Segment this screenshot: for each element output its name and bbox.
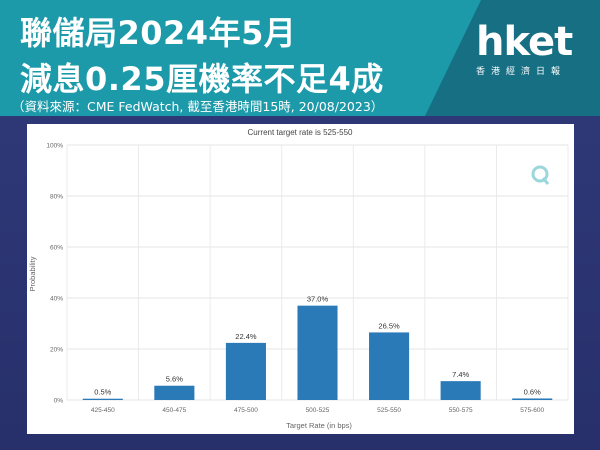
hket-logo[interactable]: hket 香港經濟日報 bbox=[476, 22, 586, 84]
x-tick-label: 450-475 bbox=[162, 407, 186, 414]
y-tick-label: 100% bbox=[46, 143, 63, 150]
bar-value-label: 0.6% bbox=[524, 387, 541, 396]
probability-bar-chart: Current target rate is 525-550 Probabili… bbox=[28, 128, 569, 430]
y-axis-label: Probability bbox=[28, 256, 37, 291]
chart-title: Current target rate is 525-550 bbox=[248, 128, 353, 137]
probability-bar bbox=[297, 305, 338, 400]
bar-value-label: 37.0% bbox=[307, 295, 329, 304]
headline-line-2: 減息0.25厘機率不足4成 bbox=[20, 60, 384, 98]
probability-bar bbox=[82, 398, 123, 400]
x-tick-label: 475-500 bbox=[234, 407, 258, 414]
logo-subtitle: 香港經濟日報 bbox=[476, 67, 567, 77]
bar-value-label: 7.4% bbox=[452, 370, 469, 379]
probability-bar bbox=[512, 398, 553, 400]
bar-value-label: 5.6% bbox=[166, 375, 183, 384]
x-tick-label: 525-550 bbox=[377, 407, 401, 414]
probability-bar bbox=[369, 332, 410, 400]
x-tick-label: 500-525 bbox=[306, 407, 330, 414]
probability-bar bbox=[225, 342, 266, 400]
bar-value-label: 26.5% bbox=[378, 321, 400, 330]
y-tick-label: 80% bbox=[50, 194, 63, 201]
y-tick-label: 60% bbox=[50, 245, 63, 252]
bar-value-label: 22.4% bbox=[235, 332, 257, 341]
chart-card: Current target rate is 525-550 Probabili… bbox=[27, 124, 574, 434]
logo-wordmark: hket bbox=[476, 19, 573, 65]
headline-line-1: 聯儲局2024年5月 bbox=[20, 14, 297, 52]
y-tick-label: 20% bbox=[50, 347, 63, 354]
y-tick-label: 40% bbox=[50, 296, 63, 303]
source-note: （資料來源：CME FedWatch, 截至香港時間15時, 20/08/202… bbox=[12, 99, 384, 114]
probability-bar bbox=[154, 385, 195, 400]
bar-value-label: 0.5% bbox=[94, 388, 111, 397]
x-tick-label: 550-575 bbox=[449, 407, 473, 414]
probability-bar bbox=[440, 381, 481, 400]
cme-q-icon bbox=[531, 165, 550, 185]
x-tick-label: 575-600 bbox=[520, 407, 544, 414]
x-tick-label: 425-450 bbox=[91, 407, 115, 414]
y-tick-label: 0% bbox=[54, 398, 64, 405]
x-axis-label: Target Rate (in bps) bbox=[286, 421, 352, 430]
header-banner: 聯儲局2024年5月 減息0.25厘機率不足4成 （資料來源：CME FedWa… bbox=[0, 0, 600, 116]
